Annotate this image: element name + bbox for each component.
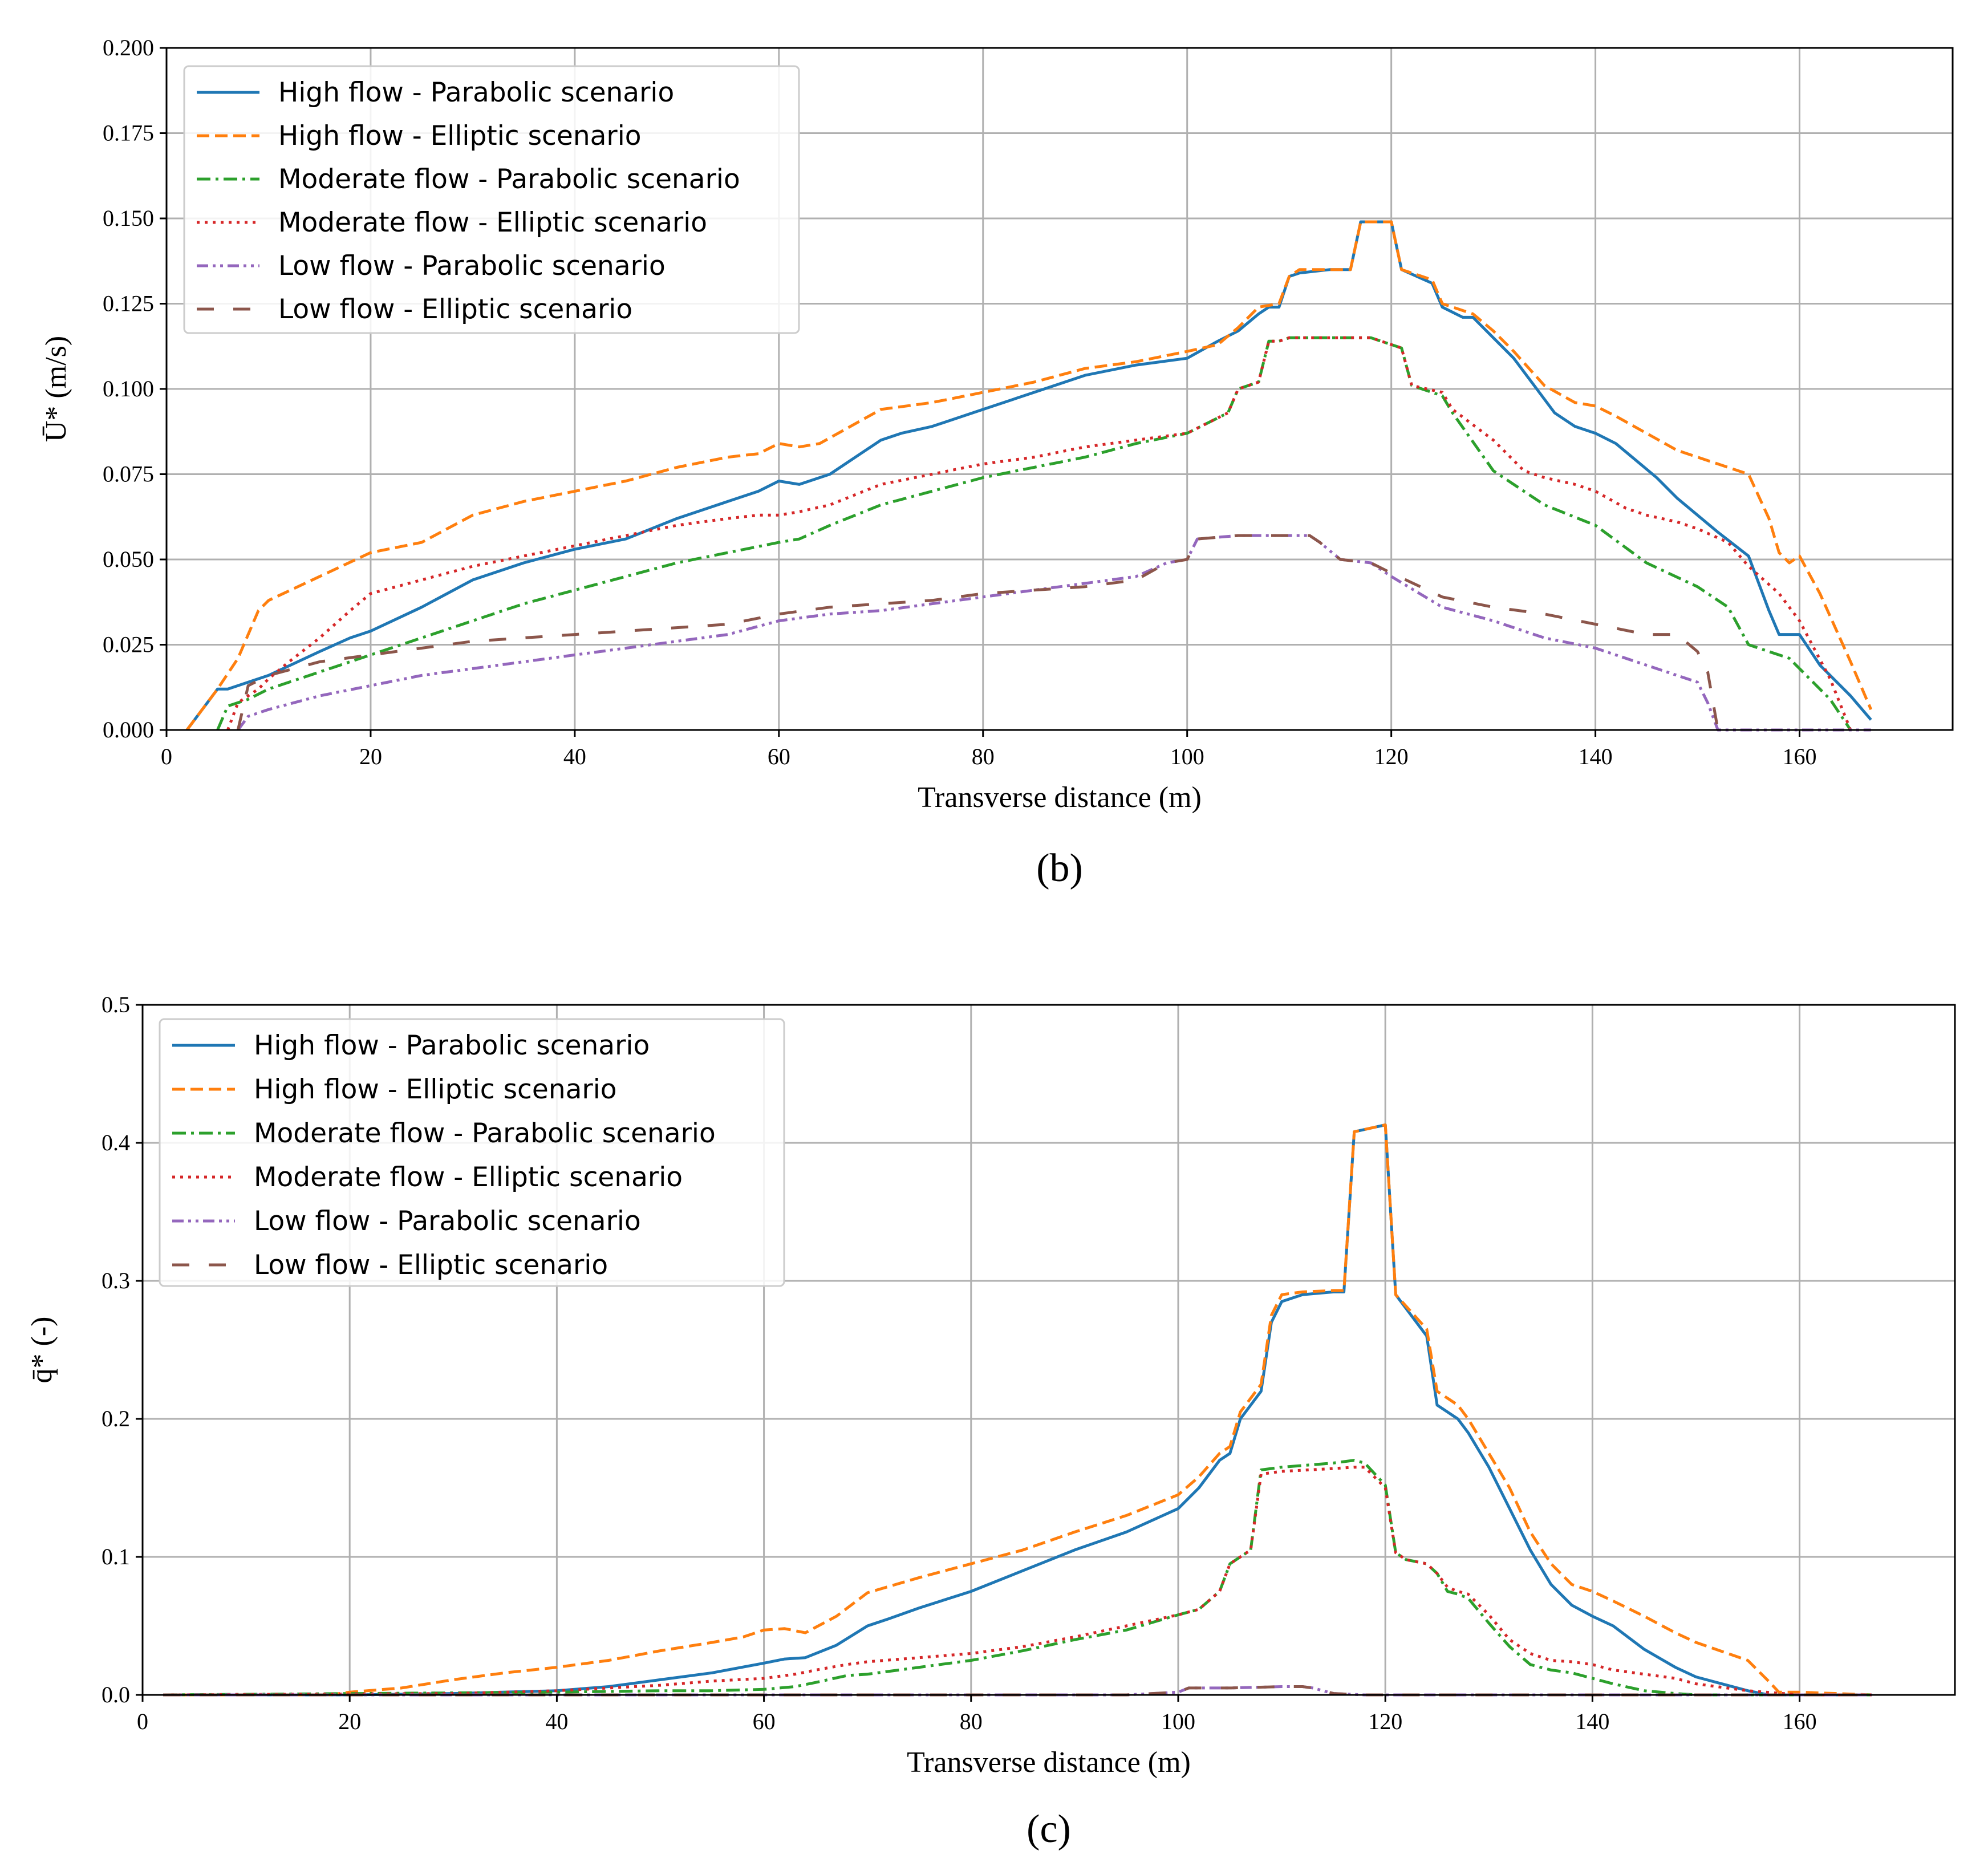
legend-label-moderate-parabolic: Moderate flow - Parabolic scenario — [278, 164, 740, 195]
x-tick-label: 140 — [1575, 1709, 1609, 1734]
legend-box — [159, 1018, 785, 1287]
x-tick-label: 0 — [161, 744, 172, 769]
y-axis-ticks: 0.000 0.025 0.050 0.075 0.100 0.125 0.150 0.175… — [103, 35, 167, 743]
y-tick-label: 0.075 — [103, 461, 154, 487]
y-tick-label: 0.125 — [103, 291, 154, 317]
panel-label: (c) — [1027, 1807, 1071, 1851]
x-axis-ticks: 0 20 40 60 80 100 120 140 160 — [161, 730, 1817, 769]
y-axis-ticks: 0.0 0.1 0.2 0.3 0.4 0.5 — [102, 992, 143, 1707]
legend-label-high-elliptic: High flow - Elliptic scenario — [254, 1074, 617, 1105]
x-axis-label: Transverse distance (m) — [918, 781, 1202, 814]
x-tick-label: 100 — [1161, 1709, 1195, 1734]
x-axis-label: Transverse distance (m) — [907, 1746, 1191, 1779]
legend-label-high-parabolic: High flow - Parabolic scenario — [254, 1030, 650, 1061]
legend: High flow - Parabolic scenario High flow … — [159, 1018, 785, 1287]
y-tick-label: 0.150 — [103, 205, 154, 231]
x-tick-label: 60 — [753, 1709, 776, 1734]
legend-label-high-parabolic: High flow - Parabolic scenario — [278, 77, 674, 108]
series-layer — [185, 220, 1873, 732]
x-tick-label: 20 — [338, 1709, 361, 1734]
y-tick-label: 0.200 — [103, 35, 154, 60]
legend-label-low-elliptic: Low flow - Elliptic scenario — [278, 294, 632, 325]
y-tick-label: 0.175 — [103, 120, 154, 146]
x-tick-label: 0 — [137, 1709, 148, 1734]
series-line-moderate-parabolic — [216, 336, 1852, 731]
series-line-low-parabolic — [237, 534, 1871, 732]
series-line-high-parabolic — [163, 1123, 1872, 1697]
y-tick-label: 0.000 — [103, 717, 154, 743]
y-tick-label: 0.2 — [102, 1406, 130, 1431]
series-line-moderate-elliptic — [226, 336, 1852, 731]
x-tick-label: 80 — [960, 1709, 983, 1734]
x-tick-label: 100 — [1170, 744, 1204, 769]
y-tick-label: 0.025 — [103, 632, 154, 658]
legend-label-low-elliptic: Low flow - Elliptic scenario — [254, 1249, 608, 1281]
y-axis-label: Ū* (m/s) — [40, 336, 72, 442]
y-axis-label: q̄* (-) — [26, 1317, 58, 1384]
x-tick-label: 40 — [545, 1709, 568, 1734]
series-line-high-parabolic — [185, 220, 1872, 731]
chart-panel-b: 0 20 40 60 80 100 120 140 160 0.0000.0250.0500.0… — [40, 35, 1954, 890]
x-tick-label: 140 — [1579, 744, 1613, 769]
panel-label: (b) — [1036, 846, 1083, 890]
series-line-high-elliptic — [185, 220, 1873, 731]
legend-label-low-parabolic: Low flow - Parabolic scenario — [254, 1206, 641, 1237]
x-tick-label: 120 — [1368, 1709, 1402, 1734]
legend-label-high-elliptic: High flow - Elliptic scenario — [278, 120, 642, 152]
series-line-moderate-parabolic — [163, 1459, 1872, 1697]
y-tick-label: 0.5 — [102, 992, 130, 1017]
series-line-low-elliptic — [236, 534, 1719, 731]
legend-box — [183, 65, 800, 334]
x-tick-label: 20 — [359, 744, 382, 769]
x-tick-label: 80 — [972, 744, 995, 769]
y-tick-label: 0.4 — [102, 1130, 130, 1155]
legend-label-low-parabolic: Low flow - Parabolic scenario — [278, 250, 666, 282]
legend-label-moderate-elliptic: Moderate flow - Elliptic scenario — [254, 1162, 683, 1193]
series-line-moderate-elliptic — [163, 1466, 1872, 1697]
y-tick-label: 0.0 — [102, 1682, 130, 1707]
y-tick-label: 0.100 — [103, 376, 154, 401]
legend: High flow - Parabolic scenario High flow … — [183, 65, 800, 334]
x-tick-label: 160 — [1783, 1709, 1817, 1734]
chart-panel-c: 0 20 40 60 80 100 120 140 160 0.0 0.1 0.2 0.3 0.4 0.5… — [26, 992, 1956, 1851]
plot-frame — [141, 1004, 1956, 1696]
y-tick-label: 0.3 — [102, 1268, 130, 1293]
x-tick-label: 120 — [1374, 744, 1409, 769]
x-tick-label: 160 — [1783, 744, 1817, 769]
x-tick-label: 60 — [768, 744, 790, 769]
legend-label-moderate-elliptic: Moderate flow - Elliptic scenario — [278, 207, 707, 238]
series-line-high-elliptic — [163, 1123, 1872, 1697]
y-tick-label: 0.050 — [103, 546, 154, 572]
legend-label-moderate-parabolic: Moderate flow - Parabolic scenario — [254, 1118, 716, 1149]
x-tick-label: 40 — [563, 744, 586, 769]
x-axis-ticks: 0 20 40 60 80 100 120 140 160 — [137, 1695, 1817, 1734]
y-tick-label: 0.1 — [102, 1544, 130, 1569]
